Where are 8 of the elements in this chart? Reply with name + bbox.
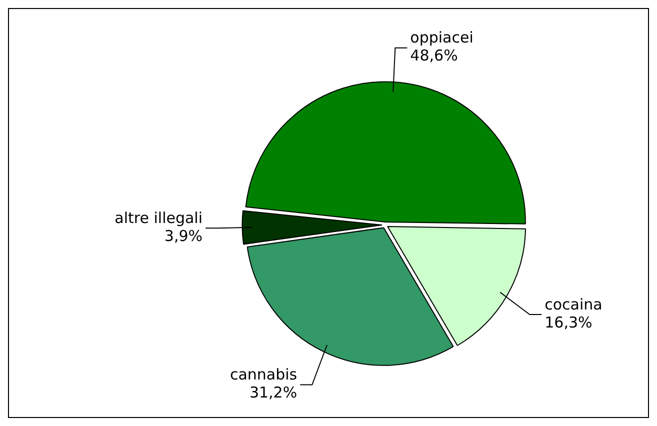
data-label: 3,9% [164,227,203,246]
slice-label: cannabis [230,366,298,384]
slice-label: cocaina [544,295,602,314]
data-label: 16,3% [544,313,592,332]
data-label: 48,6% [410,46,458,65]
slice-label: oppiacei [410,28,474,47]
slice-label: altre illegali [114,209,203,228]
data-label: 31,2% [249,384,298,402]
